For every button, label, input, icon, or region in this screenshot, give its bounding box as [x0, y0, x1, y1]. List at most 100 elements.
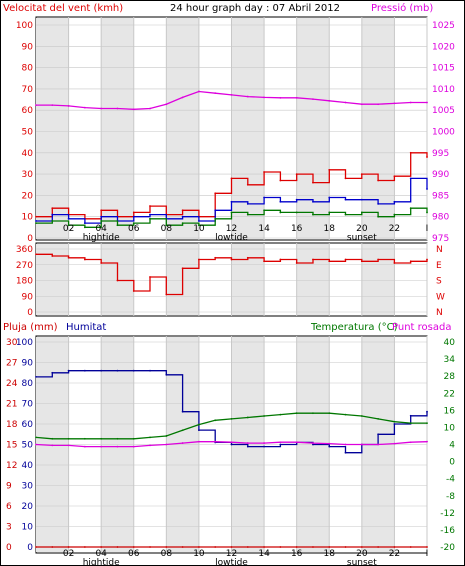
series-rain-point	[360, 546, 363, 548]
series-wind_gust-point	[230, 200, 233, 203]
x-tick-label: 20	[356, 549, 368, 559]
series-wind_max-point	[377, 179, 380, 182]
series-direction-point	[230, 258, 233, 261]
wind-axis-tick: 90	[22, 42, 34, 52]
series-pressure-point	[360, 103, 363, 106]
series-wind_avg-point	[295, 211, 298, 214]
series-rain-point	[116, 546, 119, 548]
direction-axis-tick: 360	[16, 245, 33, 255]
series-dewpoint-point	[344, 443, 347, 446]
series-wind_gust-point	[132, 215, 135, 218]
series-direction-point	[344, 258, 347, 261]
rain-axis-tick: 18	[6, 420, 18, 430]
series-rain-point	[165, 546, 168, 548]
lowtide-label: lowtide	[215, 558, 248, 566]
series-pressure-point	[328, 99, 331, 102]
series-pressure-point	[312, 98, 314, 101]
series-temperature-point	[116, 437, 119, 440]
series-wind_max-point	[312, 181, 314, 184]
series-direction-point	[165, 293, 168, 296]
series-wind_gust-point	[181, 215, 184, 218]
series-wind_gust-point	[51, 213, 54, 216]
x-tick-label: 10	[193, 224, 205, 234]
series-humidity-point	[116, 369, 119, 372]
series-pressure-point	[165, 103, 168, 106]
series-temperature-point	[132, 437, 135, 440]
series-humidity-point	[149, 369, 151, 372]
series-wind_gust-point	[149, 213, 151, 216]
series-rain-point	[67, 546, 70, 548]
series-wind_avg-point	[279, 211, 282, 214]
pressure-axis-tick: 1005	[432, 106, 455, 116]
series-rain-point	[295, 546, 298, 548]
x-tick-label: 04	[95, 224, 107, 234]
series-wind_avg-point	[377, 215, 380, 218]
series-wind_max-point	[214, 192, 217, 195]
wind-axis-tick: 100	[16, 21, 33, 31]
series-wind_avg-point	[230, 211, 233, 214]
series-temperature-point	[246, 416, 249, 419]
series-humidity-point	[426, 410, 428, 413]
series-rain-point	[263, 546, 265, 548]
x-tick-label: 20	[356, 224, 368, 234]
time-band	[101, 18, 134, 239]
temperature-axis-tick: 16	[444, 406, 456, 416]
series-pressure-point	[181, 96, 184, 99]
series-rain-point	[214, 546, 217, 548]
series-wind_max-point	[393, 175, 396, 178]
series-direction-point	[393, 262, 396, 264]
series-wind_max-point	[181, 209, 184, 212]
wind-axis-tick: 10	[22, 213, 34, 223]
series-direction-point	[409, 260, 412, 263]
series-humidity-point	[328, 445, 331, 448]
x-tick-label: I	[426, 224, 429, 234]
series-wind_max-point	[132, 211, 135, 214]
time-band	[36, 18, 69, 239]
time-band	[296, 244, 330, 315]
series-wind_gust-point	[360, 198, 363, 201]
series-rain-point	[426, 546, 428, 548]
series-temperature-point	[51, 437, 54, 440]
series-direction-point	[426, 258, 428, 261]
series-wind_max-point	[100, 209, 103, 212]
compass-label: E	[436, 261, 442, 271]
temperature-axis-tick: -20	[440, 543, 455, 553]
series-wind_max-point	[295, 173, 298, 176]
series-humidity-point	[165, 373, 168, 376]
x-tick-label: 10	[193, 549, 205, 559]
series-wind_avg-point	[360, 211, 363, 214]
series-direction-point	[181, 267, 184, 270]
series-wind_gust	[36, 177, 428, 224]
rain-axis-tick: 24	[6, 379, 18, 389]
series-dewpoint-point	[230, 441, 233, 444]
series-wind_gust-point	[198, 220, 200, 222]
wind-axis-tick: 70	[22, 85, 34, 95]
x-tick-label: 06	[128, 224, 140, 234]
series-pressure-point	[409, 101, 412, 104]
series-dewpoint-point	[246, 442, 249, 444]
series-dewpoint-point	[132, 445, 135, 448]
hightide-label: hightide	[83, 233, 120, 243]
series-wind_avg-point	[393, 213, 396, 216]
series-humidity-point	[181, 410, 184, 413]
series-wind_max-point	[149, 205, 151, 207]
humidity-axis-tick: 60	[22, 420, 34, 430]
series-direction-point	[328, 260, 331, 263]
series-pressure-point	[426, 101, 428, 104]
temperature-axis-tick: 22	[444, 389, 455, 399]
series-temperature-point	[67, 437, 70, 440]
pressure-axis-tick: 975	[432, 234, 449, 244]
time-band	[296, 18, 330, 239]
rain-axis-tick: 30	[6, 338, 18, 348]
series-humidity-point	[344, 451, 347, 454]
series-dewpoint-point	[149, 444, 151, 447]
pressure-axis-tick: 995	[432, 149, 449, 159]
series-wind_avg-point	[409, 207, 412, 210]
pressure-title: Pressió (mb)	[371, 2, 433, 14]
temperature-axis-tick: -16	[440, 526, 455, 536]
temperature-axis-tick: 40	[444, 338, 456, 348]
series-wind_avg-point	[328, 211, 331, 214]
series-pressure-point	[116, 107, 119, 110]
